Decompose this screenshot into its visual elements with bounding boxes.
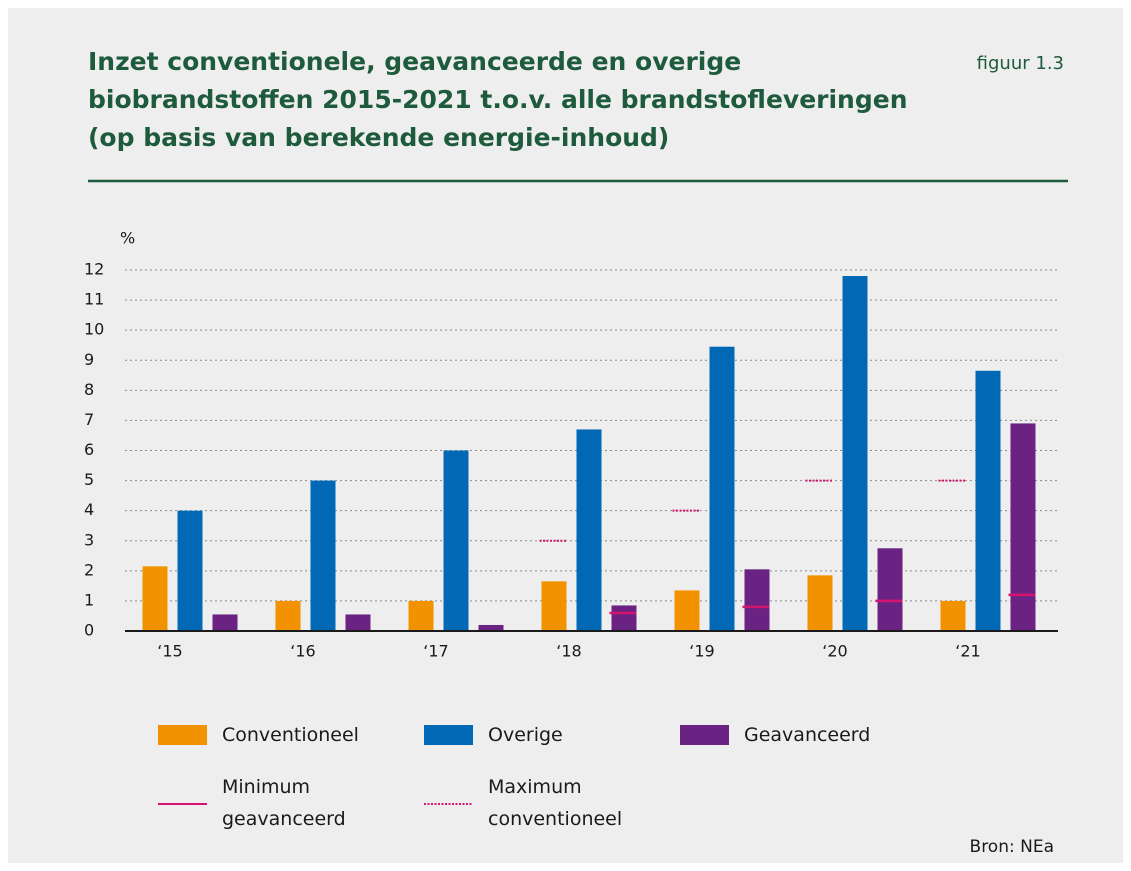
bar [541, 581, 567, 631]
legend-label: Minimum geavanceerd [222, 776, 346, 830]
panel [8, 8, 1123, 863]
bar [408, 600, 434, 631]
bar [611, 605, 637, 631]
x-tick-label: ‘19 [689, 642, 714, 661]
legend-label: Overige [488, 724, 563, 746]
y-tick-label: 0 [84, 621, 94, 640]
x-tick-label: ‘21 [955, 642, 980, 661]
bar [142, 566, 168, 631]
y-tick-label: 12 [84, 260, 104, 279]
chart-title: (op basis van berekende energie-inhoud) [88, 123, 669, 152]
bar [443, 450, 469, 631]
bar [842, 276, 868, 631]
y-tick-label: 4 [84, 500, 94, 519]
legend-swatch [680, 725, 729, 745]
bar [807, 575, 833, 631]
y-tick-label: 1 [84, 590, 94, 609]
x-tick-label: ‘16 [290, 642, 315, 661]
figure-label: figuur 1.3 [977, 53, 1064, 74]
y-tick-label: 10 [84, 320, 104, 339]
legend-label: Maximum conventioneel [488, 776, 623, 830]
bar [940, 600, 966, 631]
bar [212, 614, 238, 631]
y-tick-label: 7 [84, 410, 94, 429]
bar [709, 346, 735, 631]
legend-swatch [158, 725, 207, 745]
y-tick-label: 9 [84, 350, 94, 369]
y-tick-label: 5 [84, 470, 94, 489]
legend-swatch [424, 725, 473, 745]
legend-label: Conventioneel [222, 724, 359, 746]
bar [1010, 423, 1036, 631]
bar [576, 429, 602, 631]
y-tick-label: 8 [84, 380, 94, 399]
bar [478, 624, 504, 631]
y-tick-label: 2 [84, 560, 94, 579]
chart-title: Inzet conventionele, geavanceerde en ove… [88, 47, 741, 76]
bar [674, 590, 700, 631]
x-tick-label: ‘17 [423, 642, 448, 661]
bar [345, 614, 371, 631]
source: Bron: NEa [970, 837, 1054, 857]
x-tick-label: ‘20 [822, 642, 847, 661]
y-tick-label: 11 [84, 290, 104, 309]
chart-title: biobrandstoffen 2015-2021 t.o.v. alle br… [88, 85, 908, 114]
bar [975, 370, 1001, 631]
y-tick-label: 6 [84, 440, 94, 459]
bar [177, 510, 203, 631]
y-unit: % [120, 229, 135, 248]
x-tick-label: ‘15 [157, 642, 182, 661]
x-tick-label: ‘18 [556, 642, 581, 661]
bar [744, 569, 770, 631]
legend-label: Geavanceerd [744, 724, 871, 746]
bar [877, 548, 903, 631]
y-tick-label: 3 [84, 530, 94, 549]
bar [310, 480, 336, 631]
bar [275, 600, 301, 631]
